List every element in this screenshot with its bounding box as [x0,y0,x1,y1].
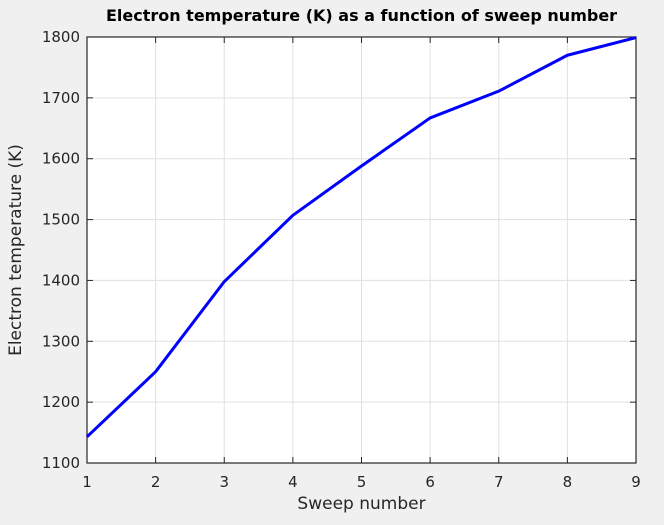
y-tick-label: 1700 [42,89,80,107]
x-tick-label: 1 [82,473,92,491]
y-tick-label: 1800 [42,28,80,46]
x-tick-label: 4 [288,473,298,491]
y-tick-label: 1100 [42,454,80,472]
x-axis-label: Sweep number [297,494,426,514]
y-tick-label: 1200 [42,393,80,411]
x-tick-label: 7 [494,473,504,491]
x-tick-label: 3 [219,473,229,491]
y-tick-label: 1400 [42,271,80,289]
x-tick-label: 8 [563,473,573,491]
x-tick-label: 2 [151,473,161,491]
x-tick-label: 9 [631,473,641,491]
x-tick-label: 6 [425,473,435,491]
y-tick-label: 1600 [42,150,80,168]
y-tick-label: 1500 [42,211,80,229]
temperature-line [85,36,637,438]
y-tick-label: 1300 [42,332,80,350]
chart-title: Electron temperature (K) as a function o… [105,6,618,25]
x-tick-label: 5 [357,473,367,491]
